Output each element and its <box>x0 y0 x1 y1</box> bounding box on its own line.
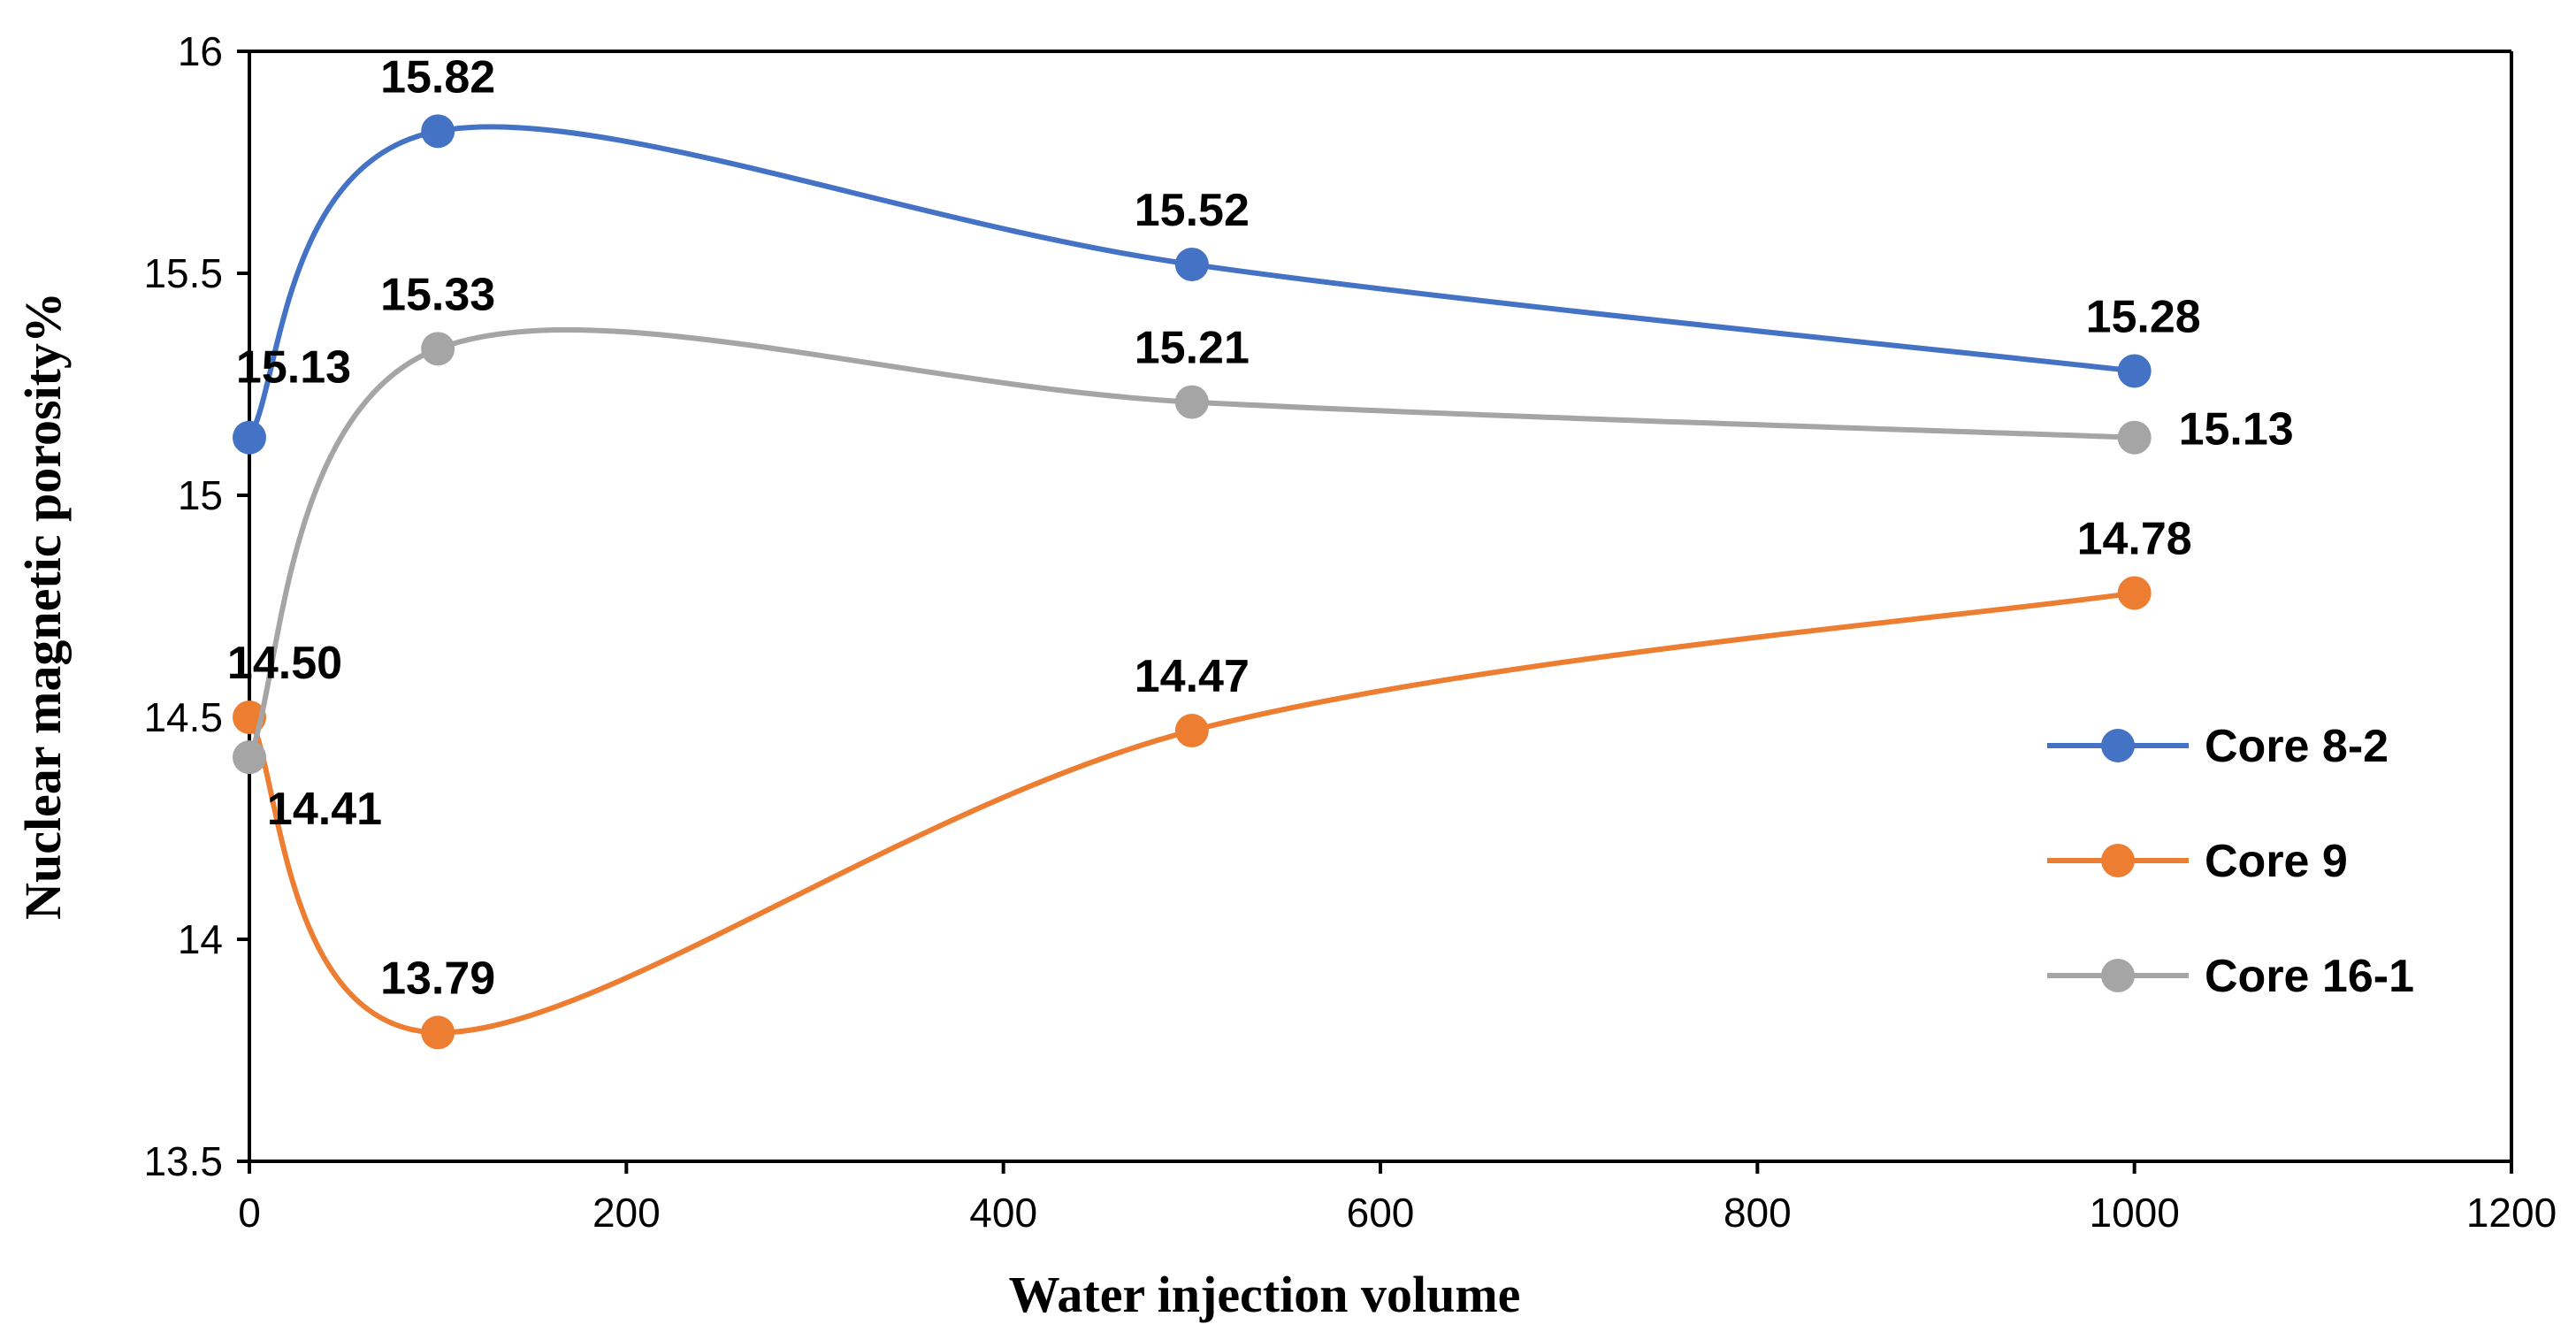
data-point <box>2117 354 2152 388</box>
data-label: 14.78 <box>2077 513 2192 564</box>
data-point <box>421 114 455 149</box>
x-ticks: 0 200 400 600 800 1000 1200 <box>238 1161 2557 1236</box>
data-point <box>1174 714 1209 748</box>
data-point <box>2117 420 2152 455</box>
data-label: 15.52 <box>1135 185 1250 236</box>
data-point <box>233 420 266 455</box>
data-point <box>1174 385 1209 419</box>
series-layer <box>233 114 2152 1050</box>
data-point <box>421 332 455 366</box>
legend-swatch-marker <box>2101 729 2135 762</box>
legend: Core 8-2 Core 9 Core 16-1 <box>2047 721 2414 1002</box>
x-axis-title: Water injection volume <box>1009 1266 1521 1323</box>
data-label: 15.33 <box>380 269 495 320</box>
legend-label: Core 16-1 <box>2205 951 2414 1002</box>
y-axis-title: Nuclear magnetic porosity% <box>14 292 72 920</box>
legend-label: Core 8-2 <box>2205 721 2389 772</box>
x-tick-label: 400 <box>969 1190 1037 1236</box>
data-point <box>2117 576 2152 610</box>
x-tick-label: 1200 <box>2466 1190 2557 1236</box>
legend-label: Core 9 <box>2205 836 2348 887</box>
data-label: 15.13 <box>2179 404 2294 455</box>
x-tick-label: 1000 <box>2089 1190 2179 1236</box>
y-tick-label: 14.5 <box>143 694 223 740</box>
data-point <box>233 740 266 775</box>
data-label: 15.13 <box>236 342 351 394</box>
data-point <box>421 1015 455 1050</box>
y-tick-label: 15 <box>178 472 223 518</box>
x-tick-label: 800 <box>1724 1190 1792 1236</box>
data-point <box>1174 247 1209 281</box>
data-label-layer: 15.13 15.82 15.52 15.28 14.50 13.79 14.47 14.78… <box>227 51 2294 1004</box>
data-label: 14.41 <box>267 784 382 835</box>
series-line-1 <box>247 124 2136 440</box>
y-tick-label: 14 <box>178 916 223 962</box>
legend-swatch-marker <box>2101 959 2135 992</box>
x-tick-label: 600 <box>1347 1190 1415 1236</box>
series-line-2 <box>247 590 2136 1036</box>
x-tick-label: 0 <box>238 1190 261 1236</box>
y-tick-label: 13.5 <box>143 1138 223 1184</box>
series-line-3 <box>247 327 2135 759</box>
data-label: 15.82 <box>380 51 495 103</box>
data-label: 15.28 <box>2086 291 2201 342</box>
y-tick-label: 15.5 <box>143 250 223 296</box>
data-label: 13.79 <box>380 953 495 1004</box>
data-label: 15.21 <box>1135 323 1250 374</box>
y-tick-label: 16 <box>178 28 223 74</box>
x-tick-label: 200 <box>592 1190 661 1236</box>
legend-swatch-marker <box>2101 844 2135 877</box>
data-label: 14.50 <box>227 638 342 689</box>
data-label: 14.47 <box>1135 651 1250 702</box>
